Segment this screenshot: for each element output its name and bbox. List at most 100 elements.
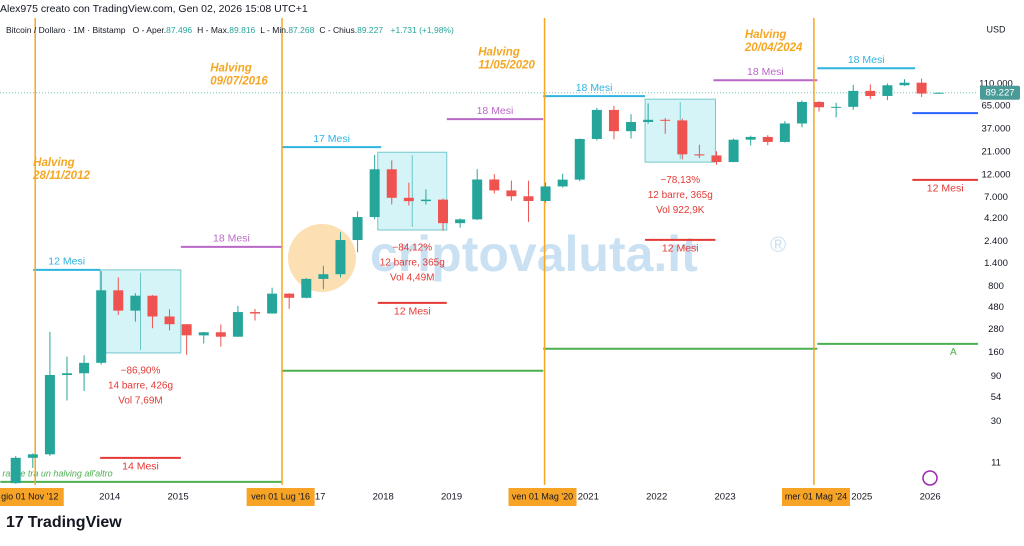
x-tick-label: 2017: [304, 492, 325, 503]
halving-title: Halving: [33, 157, 75, 169]
y-tick-label: 21.000: [981, 147, 1010, 158]
ohlc-field: L - Min.: [260, 25, 289, 35]
y-tick-label: 160: [988, 347, 1004, 358]
candle-body: [745, 136, 756, 140]
candle-body: [540, 186, 551, 201]
candle-body: [574, 138, 585, 180]
watermark-icon: [288, 224, 356, 292]
y-tick-label: 11: [991, 457, 1001, 468]
candle-body: [27, 454, 38, 458]
candle-body: [626, 121, 637, 132]
y-tick-label: 65.000: [981, 100, 1010, 111]
candle-body: [523, 196, 534, 201]
halving-title: Halving: [745, 29, 787, 41]
candle-body: [472, 179, 483, 220]
candle-body: [335, 240, 346, 275]
candle-body: [352, 217, 363, 241]
date-badge: [246, 488, 315, 506]
candle-body: [899, 82, 910, 86]
candle-body: [420, 199, 431, 202]
ohlc-field: H - Max.: [197, 25, 230, 35]
candle-body: [113, 290, 124, 311]
x-tick-label: 2025: [851, 492, 872, 503]
price-axis-bg: [978, 0, 1024, 510]
last-price-tag: [980, 85, 1020, 100]
candle-body: [10, 457, 21, 484]
candle-body: [762, 136, 773, 142]
date-badge: [781, 488, 850, 506]
candle-body: [779, 123, 790, 142]
level-label: 17 Mesi: [313, 133, 350, 145]
x-tick-label: 2018: [373, 492, 394, 503]
logo: 17 TradingView: [6, 514, 122, 532]
level-label: 12 Mesi: [662, 243, 699, 255]
level-label: 18 Mesi: [747, 66, 784, 78]
candle-body: [79, 362, 90, 374]
candle-body: [865, 90, 876, 96]
candle-body: [677, 120, 688, 155]
y-tick-label: 54: [991, 392, 1002, 403]
level-label: 12 Mesi: [48, 256, 85, 268]
candle-body: [711, 155, 722, 163]
watermark: criptovaluta.it: [370, 226, 698, 282]
candle-body: [694, 154, 705, 156]
measure-text: −86,90%: [121, 366, 161, 377]
level-label: 18 Mesi: [213, 233, 250, 245]
y-tick-label: 2.400: [984, 236, 1008, 247]
y-tick-label: 280: [988, 324, 1004, 335]
candle-body: [232, 312, 243, 337]
logo-text: TradingView: [27, 514, 122, 531]
candle-body: [557, 179, 568, 187]
ohlc-field: O - Aper.: [132, 25, 167, 35]
last-price-label: 89.227: [985, 87, 1014, 98]
halving-date: 28/11/2012: [32, 170, 90, 182]
level-label: 18 Mesi: [477, 105, 514, 117]
date-badge-label: mer 01 Mag '24: [785, 491, 847, 501]
x-tick-label: 2014: [99, 492, 120, 503]
measure-text: Vol 922,9K: [656, 205, 705, 216]
candle-body: [147, 295, 158, 317]
level-label: 18 Mesi: [848, 54, 885, 66]
ohlc-field: 89.227: [357, 25, 384, 35]
candle-body: [796, 101, 807, 124]
change: +1.731 (+1,98%): [390, 25, 454, 35]
x-tick-label: 2023: [714, 492, 735, 503]
candle-body: [198, 332, 209, 336]
halving-title: Halving: [478, 46, 520, 58]
measure-text: −78,13%: [660, 175, 700, 186]
x-tick-label: 2015: [168, 492, 189, 503]
x-tick-label: 2019: [441, 492, 462, 503]
candle-body: [318, 274, 329, 279]
x-tick-label: 2026: [920, 492, 941, 503]
y-tick-label: 37.000: [981, 123, 1010, 134]
halving-date: 11/05/2020: [478, 59, 535, 71]
legend: Bitcoin / Dollaro · 1M · Bitstamp O - Ap…: [6, 25, 459, 35]
halving-date: 09/07/2016: [210, 75, 268, 87]
candle-body: [831, 106, 842, 108]
alert-icon: [922, 470, 938, 486]
candle-body: [608, 109, 619, 132]
author-line: Alex975 creato con TradingView.com, Gen …: [0, 3, 308, 15]
ohlc-field: 87.268: [288, 25, 315, 35]
y-tick-label: 90: [991, 371, 1002, 382]
candle-body: [130, 295, 141, 311]
candle-body: [506, 190, 517, 197]
ohlc-field: 87.496: [166, 25, 193, 35]
candle-body: [489, 179, 500, 191]
watermark-mark: ®: [770, 232, 786, 257]
ohlc-field: C - Chius.: [319, 25, 358, 35]
level-label: range tra un halving all'altro: [2, 468, 112, 478]
candle-body: [250, 312, 261, 314]
candle-body: [403, 197, 414, 202]
ohlc-field: 89.816: [229, 25, 256, 35]
candle-body: [164, 316, 175, 325]
candle-body: [728, 139, 739, 163]
measure-text: Vol 4,49M: [390, 273, 434, 284]
candle-body: [916, 82, 927, 94]
symbol: Bitcoin / Dollaro · 1M · Bitstamp: [6, 25, 126, 35]
date-badge-label: ven 01 Mag '20: [512, 491, 573, 501]
currency: USD: [986, 24, 1006, 34]
candle-body: [933, 92, 944, 94]
measure-text: 12 barre, 365g: [648, 190, 713, 201]
